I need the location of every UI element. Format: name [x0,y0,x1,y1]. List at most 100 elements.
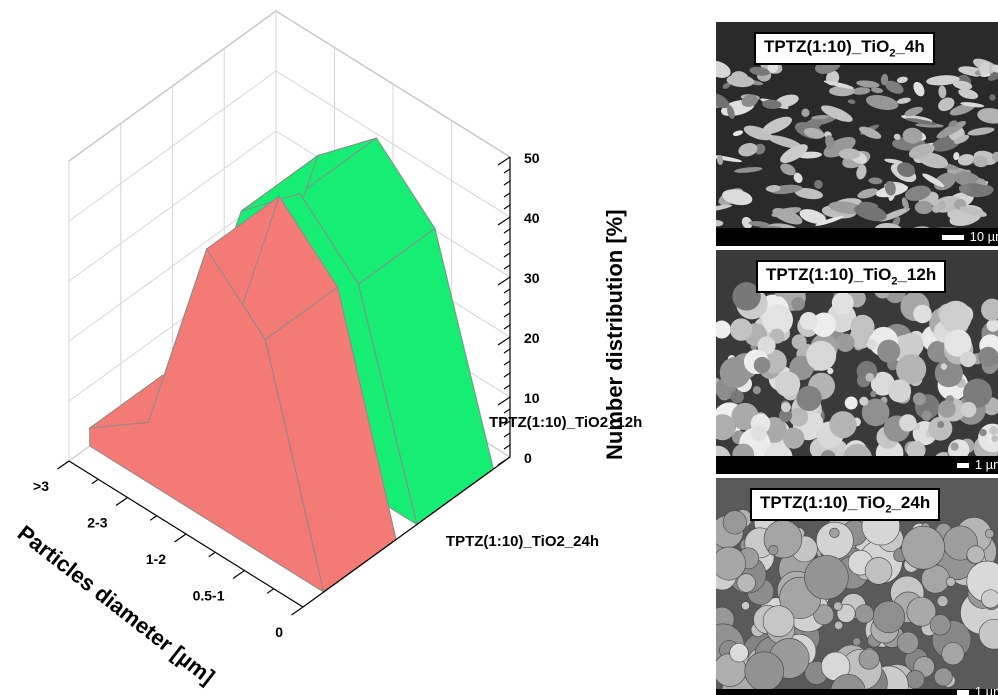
sem-particle [921,410,932,421]
z-tick [503,408,511,414]
sem-particle [870,87,884,94]
sem-particle [941,642,965,666]
sem-particle [794,188,824,200]
sem-particle [752,386,761,395]
sem-particle [878,207,910,222]
x-tick [291,606,304,616]
sem-particle [732,130,744,137]
sem-particle [904,106,923,117]
sem-particle [722,189,753,206]
sem-particle [729,318,753,341]
sem-particle [953,171,981,187]
sem-particle [906,440,926,460]
sem-particle [901,197,909,210]
z-tick [497,456,511,466]
sem-particle [940,363,948,370]
sem-particle [762,116,793,135]
sem-particle [936,595,949,608]
sem-particle [865,372,875,382]
sem-particle [852,87,871,95]
sem-particle [936,120,967,139]
x-tick [174,533,187,543]
sem-particle [734,167,763,173]
sem-particle [870,390,877,398]
sem-particle [884,181,896,196]
axes-layer: TPTZ(1:10)_TiO2_12h TPTZ(1:10)_TiO2_24h 0 0… [33,150,642,640]
sem-particle [780,144,808,163]
z-tick [503,300,511,306]
z-tick [503,192,511,198]
sem-particle [801,108,810,117]
sem-particle [716,320,731,339]
sem-particle [815,215,844,226]
sem-particle [729,643,749,663]
sem-particle [844,396,858,410]
sem-particle [749,66,770,76]
sem-particle [741,94,758,107]
sem-particle [967,127,995,136]
sem-particle [989,426,998,436]
sem-particle [722,510,747,535]
z-tick [503,240,511,246]
sem-particle [861,398,890,427]
sem-scalebar-24h: 1 µm [716,684,998,695]
sem-particle [806,340,837,371]
sem-particle [859,396,869,406]
scale-text: 1 µm [974,457,998,472]
sem-particle [888,379,912,403]
sem-particle [928,416,953,441]
sem-particle [799,311,818,330]
sem-particle [815,521,854,560]
sem-particle [738,143,758,157]
sem-particle [741,601,751,611]
depth-axis-line [302,456,511,608]
sem-particle [989,94,996,101]
sem-particle [793,172,803,183]
z-tick [503,252,511,258]
sem-particle [750,425,767,442]
ribbon-front-face [89,247,325,594]
sem-particle [960,351,976,368]
sem-particle [959,206,987,217]
sem-particle [727,105,735,119]
z-tick [503,288,511,294]
z-tick [497,396,511,406]
sem-scalebar-12h: 1 µm [716,456,998,474]
sem-particle [847,99,856,104]
sem-particle [850,314,875,339]
sem-particle [957,153,975,166]
sem-particle [753,356,771,374]
sem-particle [811,312,837,337]
sem-particle [938,85,947,99]
sem-particle [902,127,923,144]
sem-particle [827,367,834,375]
grid-line-z [68,10,511,162]
sem-particle [796,385,822,412]
z-tick [497,276,511,286]
sem-particle [836,333,855,352]
sem-particle [820,105,853,122]
sem-particle [857,188,879,199]
sem-particle [938,200,946,211]
sem-particle [929,614,951,636]
sem-label-24h: TPTZ(1:10)_TiO2_24h [750,488,941,522]
sem-particle [736,573,756,593]
sem-particle [838,148,861,160]
sem-particle [730,71,749,87]
sem-particle [716,204,733,213]
sem-particle [716,154,743,163]
sem-particle [716,219,724,227]
z-tick [497,336,511,346]
sem-particle [722,82,731,89]
sem-particle [748,221,770,227]
sem-label-4h: TPTZ(1:10)_TiO2_4h [754,32,935,66]
sem-particle [814,179,823,189]
sem-particle [774,371,801,397]
z-tick [503,360,511,366]
sem-particle [905,670,925,690]
sem-particle [991,151,998,162]
sem-particle [893,133,901,140]
sem-particle [716,92,730,109]
sem-particle [939,300,972,333]
sem-particle [978,618,998,650]
